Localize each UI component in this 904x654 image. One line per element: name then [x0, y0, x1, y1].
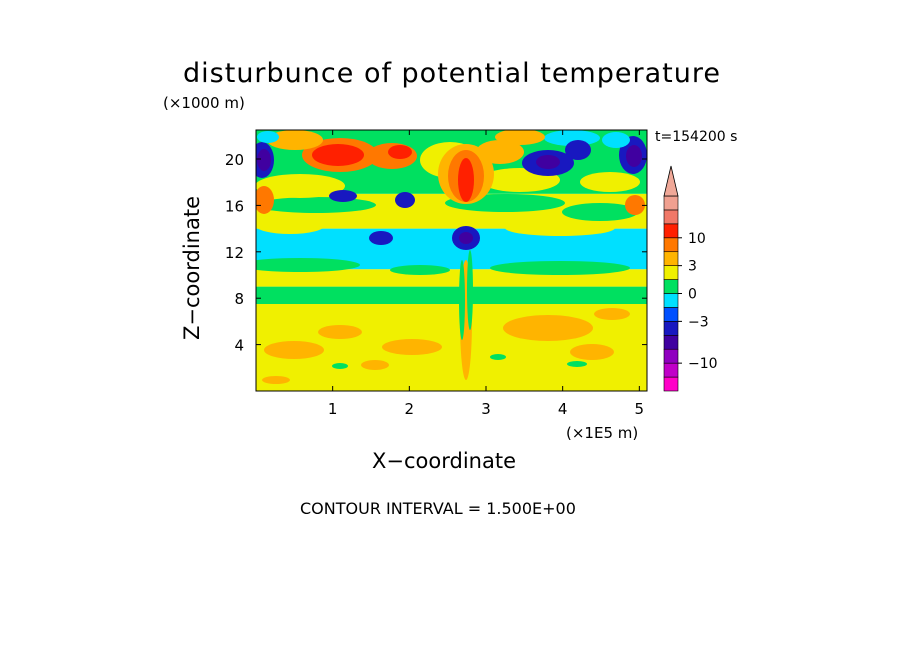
colorbar-segment-0	[663, 376, 679, 392]
colorbar-label-4: −10	[688, 356, 718, 372]
field-patch-42	[625, 195, 645, 215]
colorbar-segment-7	[663, 279, 679, 294]
colorbar-segment-12	[663, 209, 679, 225]
x-ticks: 1 2 3 4 5	[328, 130, 644, 418]
colorbar-label-0: 10	[688, 231, 706, 247]
field-patch-19	[256, 174, 345, 198]
field-patch-22	[580, 172, 640, 192]
colorbar-segment-4	[663, 321, 679, 336]
y-tick-label-3: 16	[225, 197, 244, 215]
colorbar-segment-10	[663, 237, 679, 253]
colorbar-label-1: 3	[688, 259, 697, 275]
colorbar-segment-13	[663, 195, 679, 211]
field-patch-49	[458, 158, 474, 202]
field-patch-25	[312, 144, 364, 166]
field-patch-20	[350, 168, 420, 192]
field-patch-36	[565, 140, 591, 160]
field-patch-6	[262, 376, 290, 384]
field-patch-46	[425, 214, 435, 222]
y-axis-unit: (×1000 m)	[163, 94, 245, 112]
colorbar-segment-8	[663, 265, 679, 280]
field-patch-44	[395, 192, 415, 208]
field-patch-40	[602, 132, 630, 148]
field-patch-1	[318, 325, 362, 339]
y-tick-label-2: 12	[225, 244, 244, 262]
colorbar-segment-3	[663, 334, 679, 350]
field-patch-28	[267, 130, 323, 150]
field-patch-9	[567, 361, 587, 367]
field-patch-38	[626, 145, 642, 167]
field-patch-2	[382, 339, 442, 355]
y-tick-label-4: 20	[225, 151, 244, 169]
x-axis-unit: (×1E5 m)	[566, 424, 639, 442]
field-patch-35	[536, 155, 560, 169]
y-tick-label-0: 4	[234, 337, 244, 355]
colorbar-label-3: −3	[688, 314, 709, 330]
colorbar-segment-2	[663, 348, 679, 364]
colorbar-segment-9	[663, 251, 679, 266]
chart-title: disturbunce of potential temperature	[183, 58, 721, 89]
plot-frame	[255, 129, 648, 392]
field-patch-30	[544, 130, 600, 146]
field-patch-53	[467, 250, 473, 330]
colorbar: 10 3 0 −3 −10	[663, 165, 718, 392]
field-patch-31	[495, 130, 545, 145]
field-patch-45	[369, 231, 393, 245]
field-patch-54	[459, 260, 465, 340]
field-patch-51	[459, 232, 473, 244]
x-tick-label-0: 1	[328, 400, 338, 418]
x-axis-label: X−coordinate	[372, 449, 516, 473]
field-patch-12	[490, 261, 630, 275]
colorbar-segment-5	[663, 307, 679, 322]
field-patch-5	[361, 360, 389, 370]
field-patch-10	[490, 354, 506, 360]
colorbar-segment-1	[663, 362, 679, 378]
colorbar-arrow	[663, 165, 679, 197]
x-tick-label-2: 3	[481, 400, 491, 418]
field-patch-17	[256, 216, 325, 234]
x-tick-label-4: 5	[635, 400, 645, 418]
y-ticks: 4 8 12 16 20	[225, 151, 647, 355]
x-tick-label-3: 4	[558, 400, 568, 418]
colorbar-label-2: 0	[688, 287, 697, 303]
field-patch-14	[256, 197, 376, 213]
colorbar-segment-6	[663, 293, 679, 308]
field-patch-13	[390, 265, 450, 275]
x-tick-label-1: 2	[405, 400, 415, 418]
field-patch-8	[332, 363, 348, 369]
field-patch-7	[594, 308, 630, 320]
field-patch-11	[256, 258, 360, 272]
field-patch-16	[562, 203, 638, 221]
field-patch-39	[257, 131, 279, 143]
field-patch-4	[570, 344, 614, 360]
heatmap-field	[256, 130, 647, 391]
field-patch-3	[503, 315, 593, 341]
field-patch-0	[264, 341, 324, 359]
y-tick-label-1: 8	[234, 290, 244, 308]
field-patch-27	[388, 145, 412, 159]
field-patch-33	[257, 149, 271, 171]
colorbar-segment-11	[663, 223, 679, 239]
field-patch-41	[256, 186, 274, 214]
time-label: t=154200 s	[655, 129, 738, 145]
field-patch-43	[329, 190, 357, 202]
field-band-1	[256, 286, 647, 304]
field-patch-18	[505, 220, 615, 236]
contour-interval-label: CONTOUR INTERVAL = 1.500E+00	[300, 499, 576, 518]
